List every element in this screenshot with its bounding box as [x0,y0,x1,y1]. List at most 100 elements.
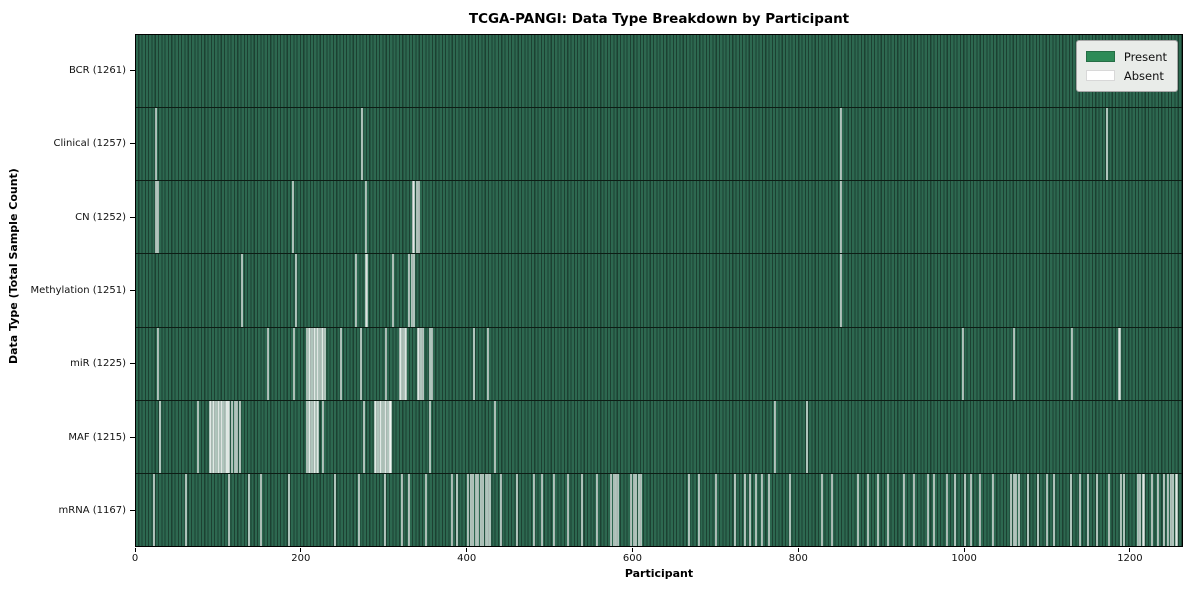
x-tick [963,548,965,552]
absent-stripe [320,327,323,400]
absent-stripe [418,327,421,400]
absent-stripe [358,473,361,546]
absent-stripe [933,473,936,546]
absent-stripe [500,473,503,546]
absent-stripe [474,473,477,546]
absent-stripe [218,400,221,473]
absent-stripe [405,327,408,400]
absent-stripe [429,327,432,400]
heatmap-row-clinical [136,108,1182,182]
absent-stripe [1163,473,1166,546]
absent-stripe [612,473,615,546]
absent-stripe [319,327,322,400]
absent-stripe [310,400,313,473]
absent-stripe [236,400,239,473]
absent-stripe [487,473,490,546]
absent-stripe [714,473,717,546]
y-tick [130,143,135,145]
heatmap-row-mrna [136,473,1182,546]
absent-stripe [293,327,296,400]
absent-stripe [309,327,312,400]
absent-stripe [1045,473,1048,546]
heatmap-row-cn [136,181,1182,255]
absent-stripe [1141,473,1144,546]
absent-stripe [840,108,843,181]
absent-stripe [1070,327,1073,400]
absent-stripe [247,473,250,546]
legend: Present Absent [1075,40,1178,92]
absent-stripe [820,473,823,546]
absent-stripe [314,327,317,400]
absent-stripe [991,473,994,546]
absent-stripe [407,473,410,546]
x-tick-label: 1200 [1117,553,1143,564]
x-tick [134,548,136,552]
x-tick [466,548,468,552]
absent-stripe [305,400,308,473]
absent-stripe [1150,473,1153,546]
absent-stripe [233,400,236,473]
absent-stripe [339,327,342,400]
absent-stripe [185,473,188,546]
absent-stripe [382,400,385,473]
absent-stripe [391,254,394,327]
absent-stripe [484,473,487,546]
absent-stripe [467,473,470,546]
absent-stripe [152,473,155,546]
absent-stripe [1172,473,1175,546]
absent-stripe [403,327,406,400]
y-tick-label: BCR (1261) [68,65,126,77]
absent-stripe [238,400,241,473]
absent-stripe [413,254,416,327]
legend-entry-absent: Absent [1085,66,1167,85]
absent-stripe [1166,473,1169,546]
absent-stripe [610,473,613,546]
absent-stripe [380,400,383,473]
absent-stripe [1107,473,1110,546]
absent-stripe [413,181,416,254]
y-tick [130,436,135,438]
absent-stripe [400,327,403,400]
absent-stripe [415,181,418,254]
absent-stripe [1096,473,1099,546]
absent-stripe [155,108,158,181]
x-tick-label: 800 [788,553,808,564]
absent-stripe [322,327,325,400]
absent-stripe [375,400,378,473]
absent-stripe [1176,473,1179,546]
absent-stripe [455,473,458,546]
heatmap-row-mir [136,327,1182,401]
absent-stripe [733,473,736,546]
absent-stripe [540,473,543,546]
absent-stripe [383,400,386,473]
absent-stripe [224,400,227,473]
absent-stripe [615,473,618,546]
y-tick [130,70,135,72]
absent-stripe [223,400,226,473]
absent-stripe [857,473,860,546]
absent-stripe [309,400,312,473]
absent-stripe [698,473,701,546]
absent-stripe [321,400,324,473]
absent-stripe [755,473,758,546]
absent-stripe [743,473,746,546]
absent-stripe [866,473,869,546]
absent-stripe [386,400,389,473]
absent-stripe [1157,473,1160,546]
absent-stripe [390,400,393,473]
absent-stripe [416,327,419,400]
absent-stripe [216,400,219,473]
absent-stripe [420,327,423,400]
absent-stripe [197,400,200,473]
legend-present-swatch [1085,51,1115,62]
absent-stripe [361,108,364,181]
absent-stripe [1018,473,1021,546]
absent-stripe [637,473,640,546]
absent-stripe [364,254,367,327]
absent-stripe [1053,473,1056,546]
y-tick [130,509,135,511]
absent-stripe [291,181,294,254]
absent-stripe [469,473,472,546]
absent-stripe [472,473,475,546]
absent-stripe [219,400,222,473]
